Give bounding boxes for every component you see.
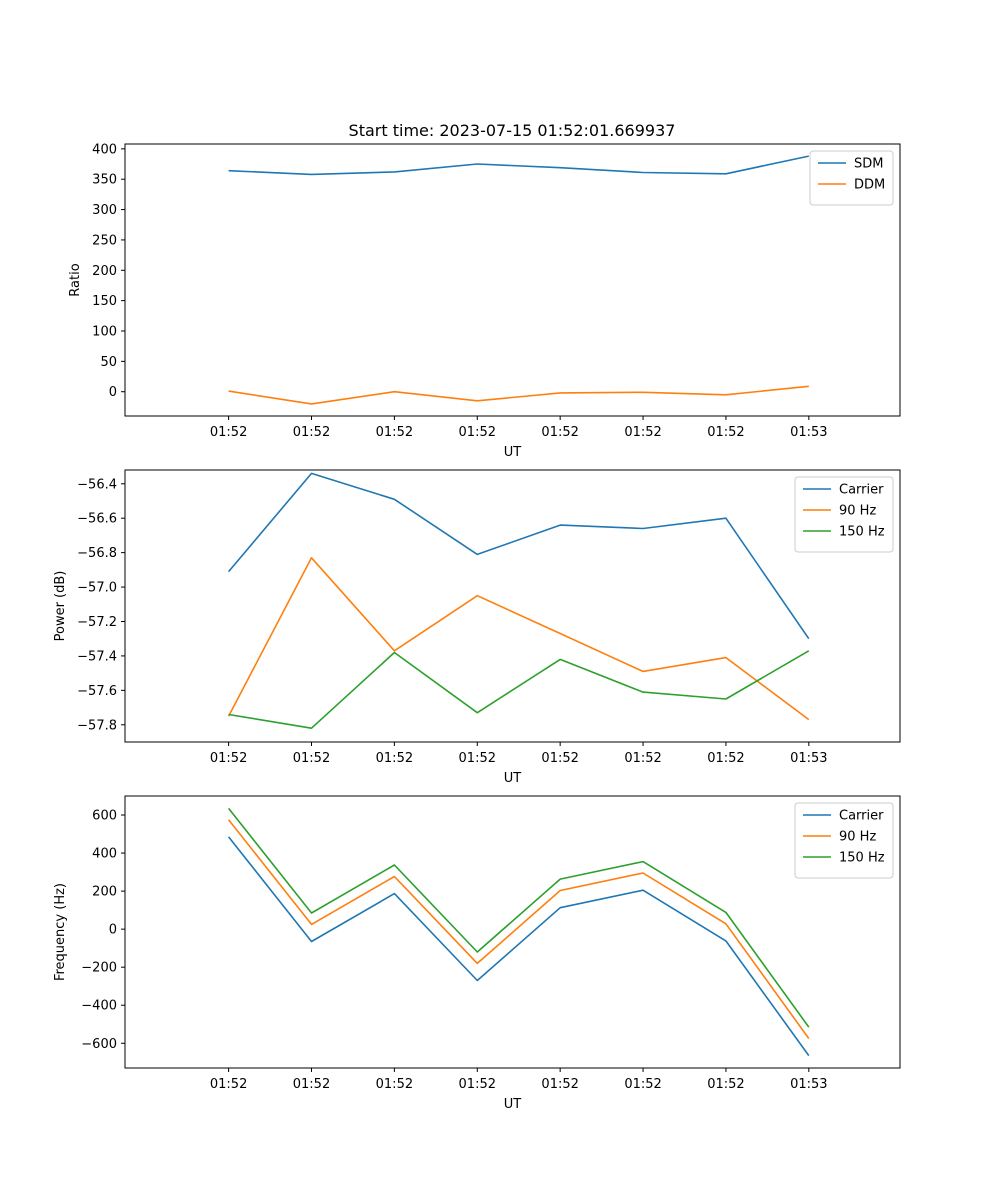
x-axis-label: UT	[504, 1097, 522, 1112]
x-tick-label: 01:52	[293, 751, 330, 766]
y-tick-label: 0	[109, 923, 117, 938]
x-tick-label: 01:52	[376, 751, 413, 766]
legend-entry: SDM	[854, 157, 883, 172]
x-tick-label: 01:52	[707, 1077, 744, 1092]
series-line-sdm	[228, 155, 809, 176]
y-tick-label: 350	[92, 173, 117, 188]
legend-entry: Carrier	[839, 483, 884, 498]
x-tick-label: 01:52	[624, 1077, 661, 1092]
chart-title: Start time: 2023-07-15 01:52:01.669937	[349, 121, 676, 140]
x-tick-label: 01:53	[790, 751, 827, 766]
x-tick-label: 01:52	[376, 1077, 413, 1092]
y-tick-label: 0	[109, 385, 117, 400]
x-tick-label: 01:52	[459, 751, 496, 766]
y-tick-label: −600	[81, 1037, 117, 1052]
x-tick-label: 01:53	[790, 425, 827, 440]
x-tick-label: 01:52	[707, 751, 744, 766]
y-tick-label: 300	[92, 203, 117, 218]
axes-frame	[124, 143, 901, 417]
chart-panel-1: 0 50 100 150 200 250 300 350 400 01:52 01:52 01:52 0…	[68, 142, 901, 460]
x-tick-label: 01:52	[541, 425, 578, 440]
x-tick-label: 01:52	[210, 1077, 247, 1092]
y-tick-label: −57.4	[77, 649, 117, 664]
y-tick-label: −57.0	[77, 581, 117, 596]
series-line-ddm	[228, 385, 809, 405]
x-tick-label: 01:53	[790, 1077, 827, 1092]
legend-entry: 150 Hz	[839, 525, 885, 540]
x-tick-label: 01:52	[624, 751, 661, 766]
x-axis-label: UT	[504, 771, 522, 786]
y-axis-label: Ratio	[68, 263, 83, 296]
x-tick-label: 01:52	[541, 1077, 578, 1092]
y-tick-label: 400	[92, 142, 117, 157]
y-tick-label: −56.4	[77, 477, 117, 492]
x-tick-label: 01:52	[293, 425, 330, 440]
x-tick-label: 01:52	[459, 425, 496, 440]
legend-entry: 90 Hz	[839, 504, 876, 519]
y-tick-label: 400	[92, 847, 117, 862]
series-line-90-hz	[227, 819, 810, 1039]
x-tick-label: 01:52	[459, 1077, 496, 1092]
series-line-90-hz	[227, 556, 810, 721]
y-tick-label: 200	[92, 264, 117, 279]
y-tick-label: 100	[92, 325, 117, 340]
y-tick-label: −56.8	[77, 546, 117, 561]
legend-entry: 150 Hz	[839, 851, 885, 866]
y-tick-label: −57.2	[77, 615, 117, 630]
chart-panel-3: −600 −400 −200 0 200 400 600 01:52 01:52 01:52 01:…	[53, 795, 901, 1112]
x-tick-label: 01:52	[210, 425, 247, 440]
legend: Carrier 90 Hz 150 Hz	[794, 476, 894, 553]
y-tick-label: −57.8	[77, 718, 117, 733]
series-line-150-hz	[228, 650, 810, 730]
y-tick-label: 150	[92, 294, 117, 309]
x-tick-label: 01:52	[707, 425, 744, 440]
x-tick-label: 01:52	[541, 751, 578, 766]
y-tick-label: 600	[92, 809, 117, 824]
y-tick-label: 50	[100, 355, 117, 370]
series-line-carrier	[227, 472, 810, 640]
legend-entry: Carrier	[839, 809, 884, 824]
y-tick-label: −56.6	[77, 512, 117, 527]
y-axis-label: Power (dB)	[53, 571, 68, 642]
legend-box	[809, 150, 894, 206]
y-tick-label: −57.6	[77, 684, 117, 699]
axes-frame	[124, 795, 901, 1069]
y-tick-label: −400	[81, 999, 117, 1014]
legend: Carrier 90 Hz 150 Hz	[794, 802, 894, 879]
x-tick-label: 01:52	[376, 425, 413, 440]
x-axis-label: UT	[504, 445, 522, 460]
y-tick-label: −200	[81, 961, 117, 976]
legend-entry: 90 Hz	[839, 830, 876, 845]
legend-entry: DDM	[854, 178, 885, 193]
y-tick-label: 250	[92, 233, 117, 248]
legend-box	[794, 802, 894, 879]
y-axis-label: Frequency (Hz)	[53, 883, 68, 981]
legend: SDM DDM	[809, 150, 894, 206]
series-line-150-hz	[227, 807, 810, 1028]
series-line-carrier	[227, 836, 810, 1057]
chart-panel-2: −57.8 −57.6 −57.4 −57.2 −57.0 −56.8 −56.6 −56.4…	[53, 469, 901, 786]
x-tick-label: 01:52	[293, 1077, 330, 1092]
legend-box	[794, 476, 894, 553]
x-tick-label: 01:52	[210, 751, 247, 766]
x-tick-label: 01:52	[624, 425, 661, 440]
y-tick-label: 200	[92, 885, 117, 900]
axes-frame	[124, 469, 901, 743]
